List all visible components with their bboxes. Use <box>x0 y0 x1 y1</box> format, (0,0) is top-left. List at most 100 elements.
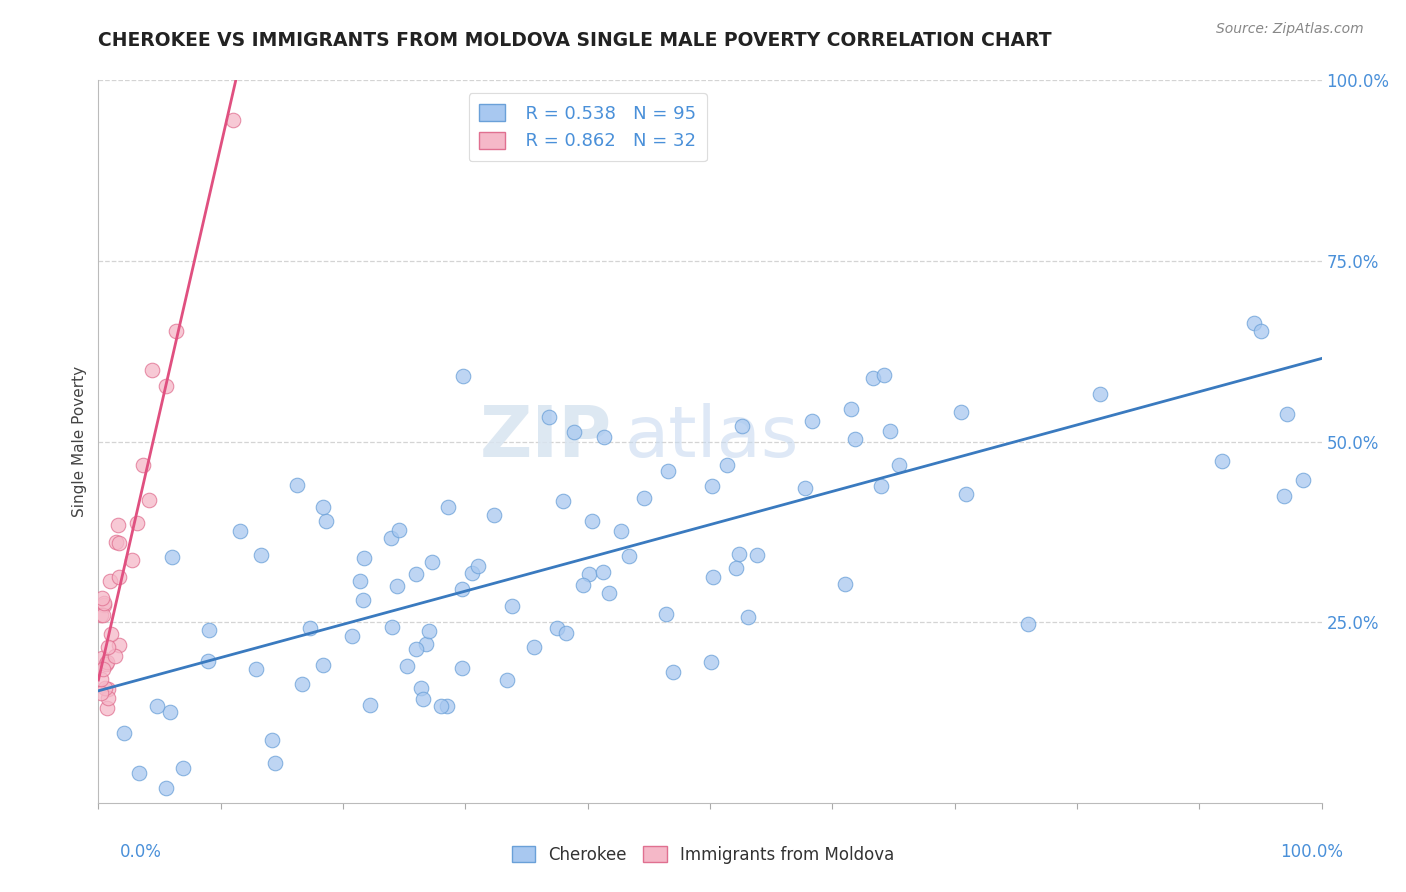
Point <box>104 648 127 663</box>
Point <box>724 561 747 575</box>
Point <box>862 371 884 385</box>
Text: 0.0%: 0.0% <box>120 843 162 861</box>
Point <box>1292 473 1315 487</box>
Point <box>745 549 768 563</box>
Point <box>250 548 273 562</box>
Point <box>436 500 458 515</box>
Point <box>125 516 148 530</box>
Point <box>155 781 177 796</box>
Point <box>610 524 633 539</box>
Point <box>128 766 150 780</box>
Point <box>131 458 153 472</box>
Point <box>572 578 595 592</box>
Point <box>1090 386 1112 401</box>
Text: CHEROKEE VS IMMIGRANTS FROM MOLDOVA SINGLE MALE POVERTY CORRELATION CHART: CHEROKEE VS IMMIGRANTS FROM MOLDOVA SING… <box>98 31 1052 50</box>
Point <box>396 658 419 673</box>
Point <box>728 547 751 561</box>
Point <box>844 433 866 447</box>
Point <box>112 725 135 739</box>
Point <box>1250 324 1272 338</box>
Point <box>388 523 411 537</box>
Point <box>1275 407 1298 421</box>
Point <box>108 535 131 549</box>
Point <box>496 673 519 688</box>
Point <box>107 638 129 652</box>
Point <box>312 657 335 672</box>
Point <box>800 415 823 429</box>
Point <box>451 369 474 384</box>
Point <box>834 577 856 591</box>
Point <box>90 608 112 623</box>
Point <box>581 514 603 528</box>
Point <box>451 661 474 675</box>
Point <box>546 621 568 635</box>
Point <box>93 595 115 609</box>
Legend: Cherokee, Immigrants from Moldova: Cherokee, Immigrants from Moldova <box>505 839 901 871</box>
Point <box>461 566 484 581</box>
Point <box>285 477 308 491</box>
Point <box>90 650 112 665</box>
Point <box>501 599 523 613</box>
Point <box>96 700 118 714</box>
Point <box>699 655 721 669</box>
Point <box>716 458 738 472</box>
Point <box>121 553 143 567</box>
Point <box>291 677 314 691</box>
Point <box>405 642 427 657</box>
Point <box>592 565 614 579</box>
Point <box>436 699 458 714</box>
Point <box>562 425 585 439</box>
Point <box>1243 316 1265 330</box>
Point <box>415 637 437 651</box>
Point <box>793 481 815 495</box>
Point <box>352 592 374 607</box>
Legend:   R = 0.538   N = 95,   R = 0.862   N = 32: R = 0.538 N = 95, R = 0.862 N = 32 <box>468 93 707 161</box>
Point <box>97 640 120 654</box>
Point <box>264 756 287 770</box>
Point <box>381 620 404 634</box>
Point <box>422 555 444 569</box>
Point <box>90 672 112 686</box>
Point <box>172 760 194 774</box>
Point <box>553 494 575 508</box>
Point <box>839 401 862 416</box>
Point <box>380 531 402 545</box>
Point <box>298 622 321 636</box>
Point <box>97 682 120 697</box>
Point <box>737 610 759 624</box>
Point <box>108 570 131 584</box>
Point <box>598 586 620 600</box>
Text: ZIP: ZIP <box>479 403 612 473</box>
Point <box>104 535 127 549</box>
Point <box>359 698 381 712</box>
Point <box>1211 454 1233 468</box>
Text: 100.0%: 100.0% <box>1279 843 1343 861</box>
Point <box>138 492 160 507</box>
Point <box>409 681 432 695</box>
Point <box>873 368 896 382</box>
Point <box>315 514 337 528</box>
Point <box>617 549 640 563</box>
Point <box>702 570 724 584</box>
Point <box>91 662 114 676</box>
Point <box>1017 617 1039 632</box>
Point <box>155 379 177 393</box>
Point <box>96 655 118 669</box>
Point <box>731 418 754 433</box>
Point <box>385 579 408 593</box>
Point <box>349 574 371 588</box>
Point <box>467 558 489 573</box>
Point <box>97 691 120 706</box>
Point <box>451 582 474 596</box>
Point <box>100 574 122 588</box>
Point <box>93 607 115 622</box>
Point <box>412 691 434 706</box>
Point <box>523 640 546 654</box>
Point <box>538 409 561 424</box>
Text: Source: ZipAtlas.com: Source: ZipAtlas.com <box>1216 22 1364 37</box>
Point <box>94 681 117 696</box>
Point <box>107 517 129 532</box>
Point <box>578 567 600 582</box>
Point <box>146 699 169 714</box>
Point <box>166 324 188 338</box>
